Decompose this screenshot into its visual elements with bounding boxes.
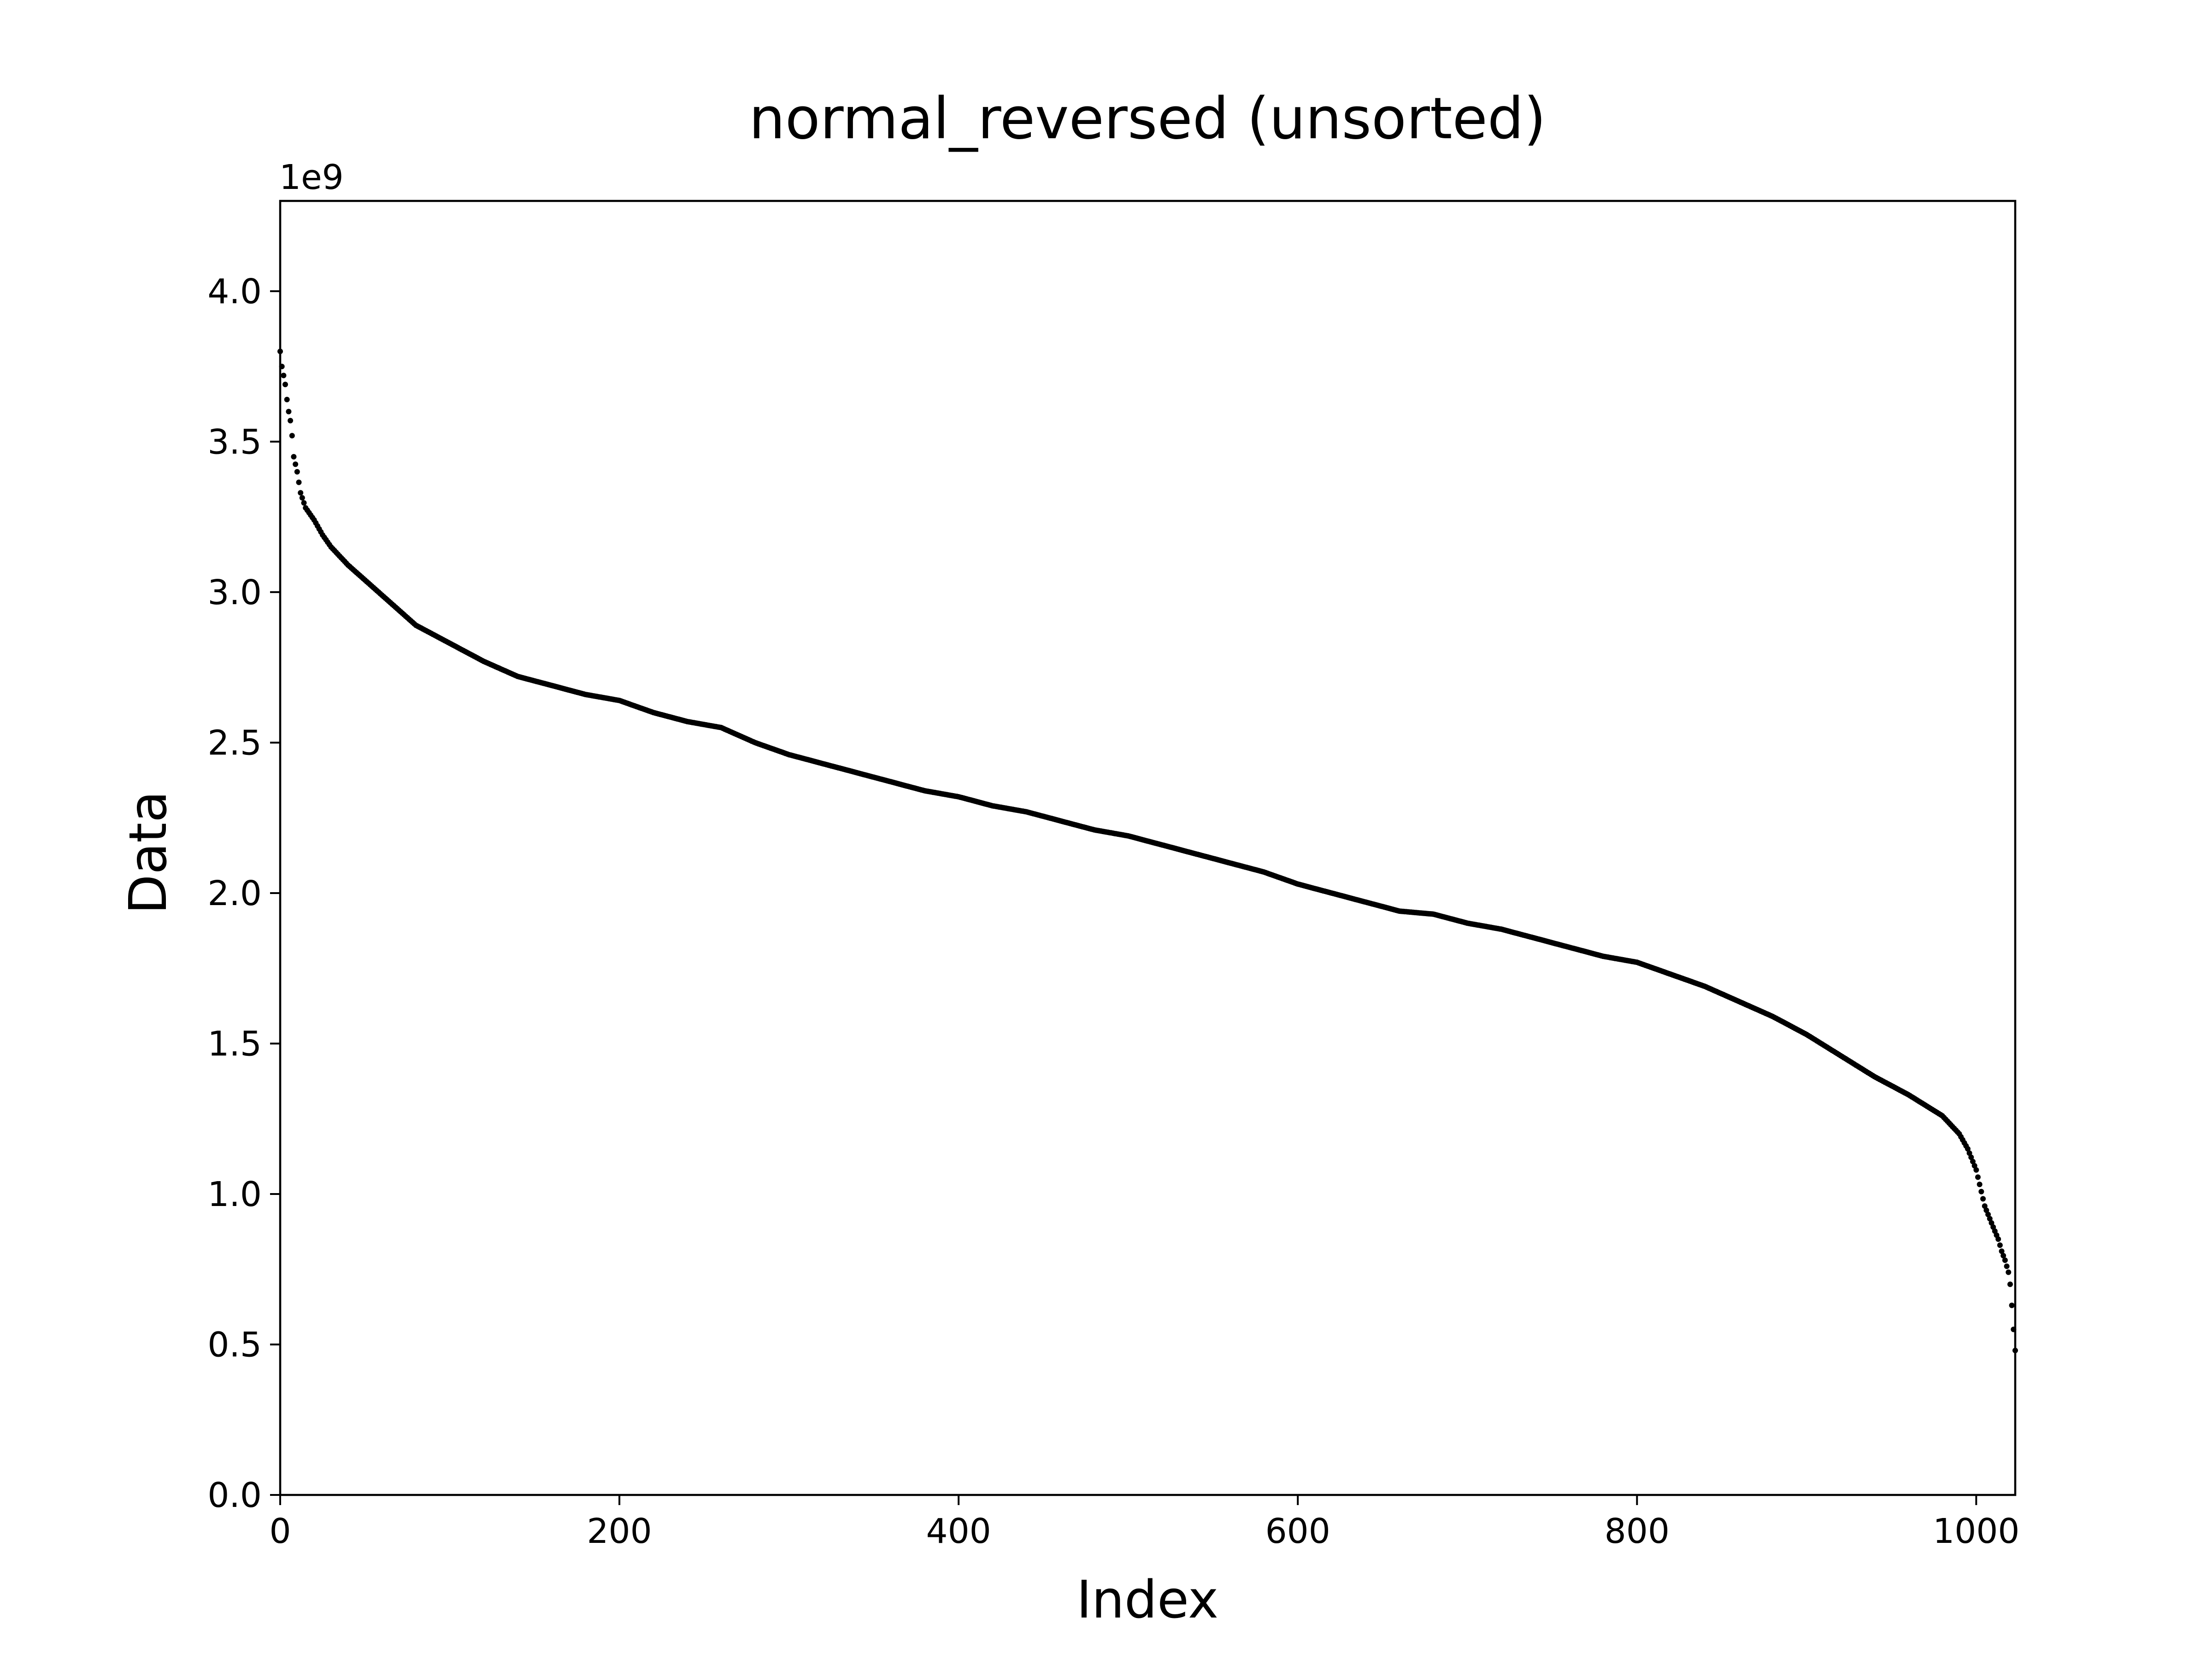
- data-points: [277, 348, 2018, 1353]
- data-point: [288, 418, 294, 424]
- data-point: [1977, 1182, 1983, 1188]
- y-tick-label: 3.5: [207, 422, 262, 462]
- y-tick-label: 2.0: [207, 874, 262, 913]
- data-point: [301, 500, 307, 506]
- y-tick-label: 1.5: [207, 1024, 262, 1064]
- data-point: [1965, 1146, 1971, 1152]
- y-tick-label: 1.0: [207, 1175, 262, 1214]
- y-axis-ticks: 0.0 0.5 1.0 1.5 2.0 2.5 3.0 3.5 4.0: [207, 272, 280, 1515]
- data-point: [1978, 1188, 1984, 1194]
- data-point: [282, 382, 288, 388]
- data-point: [2009, 1302, 2015, 1308]
- data-point: [1973, 1167, 1979, 1173]
- data-point: [2006, 1269, 2012, 1275]
- y-tick-label: 2.5: [207, 723, 262, 763]
- data-point: [291, 454, 297, 460]
- x-tick-label: 800: [1605, 1512, 1670, 1551]
- chart-title: normal_reversed (unsorted): [749, 86, 1546, 152]
- x-tick-label: 400: [926, 1512, 991, 1551]
- y-axis-offset-label: 1e9: [279, 158, 344, 197]
- y-tick-label: 3.0: [207, 573, 262, 612]
- data-point: [1980, 1196, 1986, 1202]
- data-point: [1988, 1220, 1994, 1226]
- data-point: [299, 495, 305, 501]
- data-point: [293, 461, 299, 467]
- data-point: [1975, 1174, 1981, 1180]
- data-point: [1982, 1203, 1988, 1209]
- data-point: [1970, 1159, 1976, 1165]
- x-tick-label: 1000: [1933, 1512, 2019, 1551]
- data-point: [1966, 1150, 1972, 1156]
- data-point: [281, 372, 287, 378]
- y-tick-label: 0.0: [207, 1476, 262, 1515]
- x-axis-ticks: 0 200 400 600 800 1000: [269, 1495, 2020, 1551]
- data-point: [2007, 1281, 2013, 1287]
- data-point: [1997, 1242, 2003, 1248]
- data-point: [298, 490, 304, 496]
- data-point: [296, 479, 302, 485]
- data-point: [1971, 1163, 1977, 1169]
- data-point: [2000, 1253, 2006, 1259]
- data-point: [1983, 1207, 1989, 1213]
- x-axis-label: Index: [1077, 1570, 1218, 1630]
- y-axis-label: Data: [118, 791, 178, 914]
- data-point: [1995, 1236, 2001, 1242]
- plot-area: [277, 200, 2018, 1496]
- data-point: [1968, 1154, 1974, 1160]
- data-point: [294, 469, 300, 475]
- data-point: [284, 397, 290, 402]
- data-point: [1985, 1212, 1991, 1218]
- y-tick-label: 0.5: [207, 1325, 262, 1365]
- data-point: [2002, 1257, 2008, 1263]
- x-tick-label: 600: [1265, 1512, 1330, 1551]
- data-point: [1999, 1248, 2005, 1254]
- data-point: [289, 433, 295, 439]
- data-point: [2004, 1263, 2010, 1269]
- data-point: [1987, 1216, 1993, 1222]
- data-point: [286, 409, 292, 415]
- x-tick-label: 200: [587, 1512, 652, 1551]
- x-tick-label: 0: [269, 1512, 291, 1551]
- axes-frame: [279, 200, 2017, 1496]
- y-tick-label: 4.0: [207, 272, 262, 312]
